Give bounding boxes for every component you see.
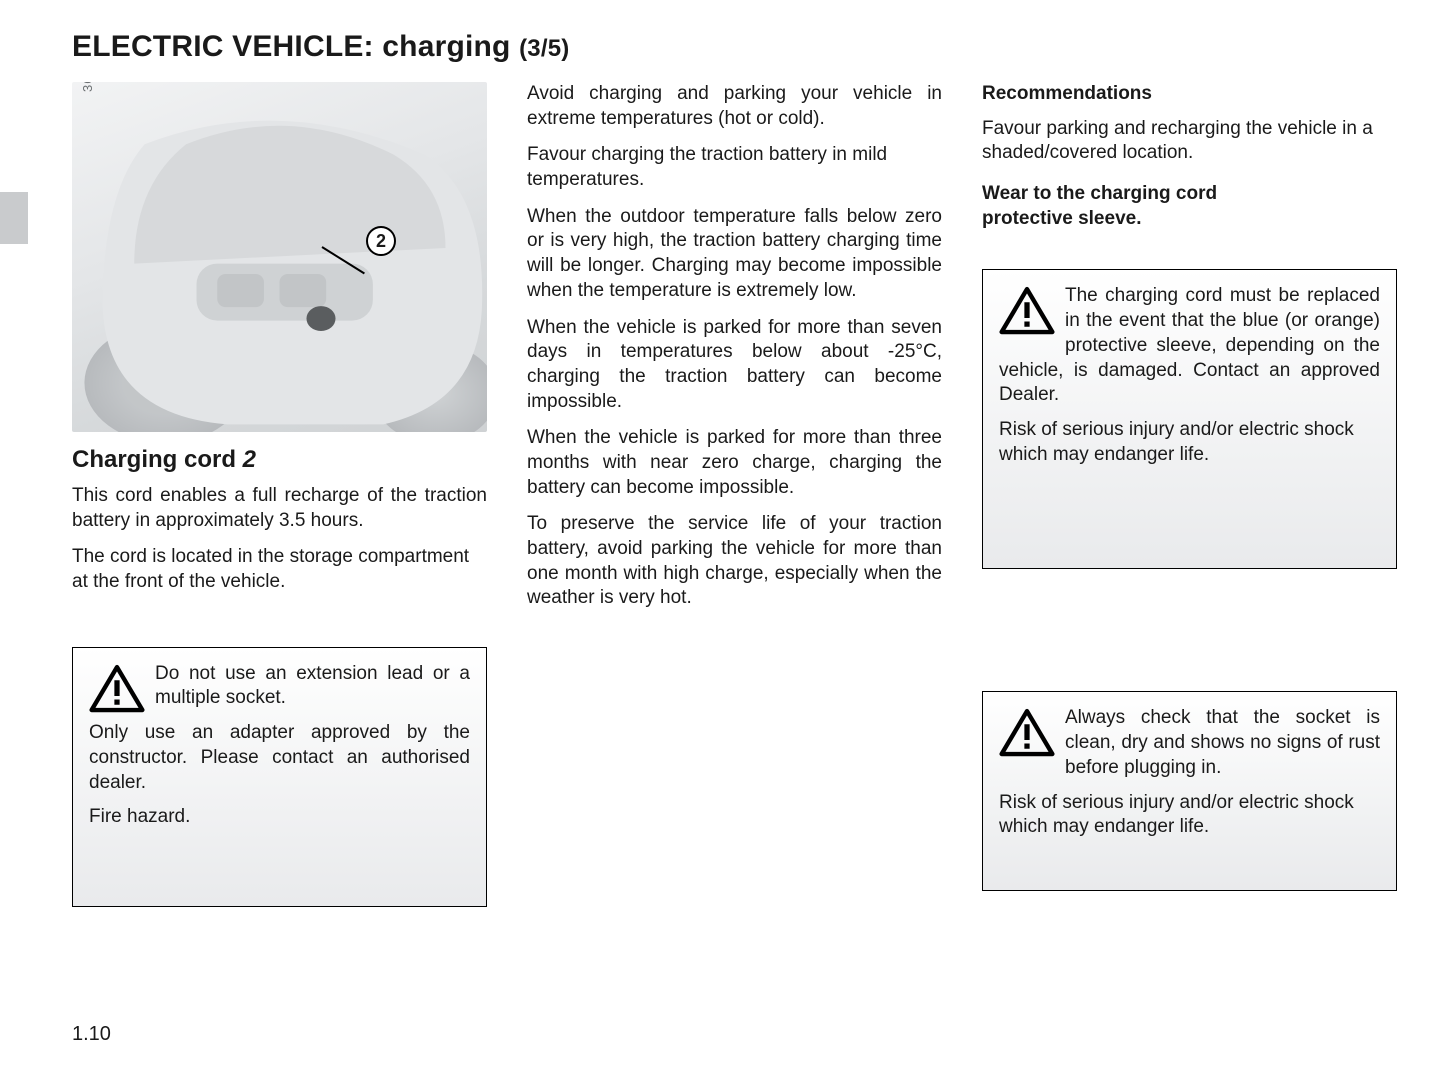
column-3: Recommendations Favour parking and recha… bbox=[982, 82, 1397, 907]
columns: 36816 bbox=[72, 82, 1397, 907]
callout-label: 2 bbox=[376, 231, 386, 251]
col2-p4: When the vehicle is parked for more than… bbox=[527, 316, 942, 415]
col2-p1: Avoid charging and parking your vehicle … bbox=[527, 82, 942, 131]
wear-heading-line1: Wear to the charging cord bbox=[982, 183, 1217, 204]
col1-para-1: This cord enables a full recharge of the… bbox=[72, 484, 487, 533]
warning-box-extension: Do not use an extension lead or a multip… bbox=[72, 647, 487, 907]
warning-box-sleeve: The charging cord must be replaced in th… bbox=[982, 269, 1397, 569]
warn1-p3: Fire hazard. bbox=[89, 805, 470, 830]
page-title: ELECTRIC VEHICLE: charging (3/5) bbox=[72, 30, 1397, 64]
heading-num: 2 bbox=[243, 446, 256, 473]
warn-body: Always check that the socket is clean, d… bbox=[999, 706, 1380, 839]
warning-triangle-icon bbox=[999, 286, 1055, 336]
manual-page: ELECTRIC VEHICLE: charging (3/5) 36816 bbox=[0, 30, 1397, 907]
warn1-p2: Only use an adapter approved by the cons… bbox=[89, 721, 470, 795]
title-main: ELECTRIC VEHICLE: charging bbox=[72, 30, 519, 63]
vehicle-figure: 36816 bbox=[72, 82, 487, 432]
warning-box-socket: Always check that the socket is clean, d… bbox=[982, 691, 1397, 891]
spacer bbox=[982, 569, 1397, 691]
wear-heading: Wear to the charging cord protective sle… bbox=[982, 182, 1397, 231]
col2-p5: When the vehicle is parked for more than… bbox=[527, 426, 942, 500]
wear-heading-line2: protective sleeve. bbox=[982, 208, 1141, 229]
title-part: (3/5) bbox=[519, 35, 569, 62]
charging-cord-heading: Charging cord 2 bbox=[72, 446, 487, 474]
column-2: Avoid charging and parking your vehicle … bbox=[527, 82, 942, 907]
warning-triangle-icon bbox=[999, 708, 1055, 758]
heading-text: Charging cord bbox=[72, 446, 243, 473]
col2-p6: To preserve the service life of your tra… bbox=[527, 512, 942, 611]
warn-body: Do not use an extension lead or a multip… bbox=[89, 662, 470, 830]
col3-p1: Favour parking and recharging the vehicl… bbox=[982, 117, 1397, 166]
section-tab bbox=[0, 192, 28, 244]
warn3-p1: Always check that the socket is clean, d… bbox=[999, 706, 1380, 780]
col1-para-2: The cord is located in the storage compa… bbox=[72, 545, 487, 594]
warn1-p1: Do not use an extension lead or a multip… bbox=[89, 662, 470, 711]
spacer bbox=[72, 607, 487, 647]
spacer bbox=[982, 241, 1397, 269]
warning-triangle-icon bbox=[89, 664, 145, 714]
col2-p3: When the outdoor temperature falls below… bbox=[527, 205, 942, 304]
warn2-p1: The charging cord must be replaced in th… bbox=[999, 284, 1380, 407]
callout-badge-2: 2 bbox=[366, 226, 396, 256]
warn-body: The charging cord must be replaced in th… bbox=[999, 284, 1380, 467]
vehicle-silhouette bbox=[72, 82, 487, 432]
recommendations-heading: Recommendations bbox=[982, 82, 1397, 107]
col2-p2: Favour charging the traction battery in … bbox=[527, 143, 942, 192]
warn3-p2: Risk of serious injury and/or electric s… bbox=[999, 791, 1380, 840]
page-number: 1.10 bbox=[72, 1023, 111, 1046]
column-1: 36816 bbox=[72, 82, 487, 907]
warn2-p2: Risk of serious injury and/or electric s… bbox=[999, 418, 1380, 467]
